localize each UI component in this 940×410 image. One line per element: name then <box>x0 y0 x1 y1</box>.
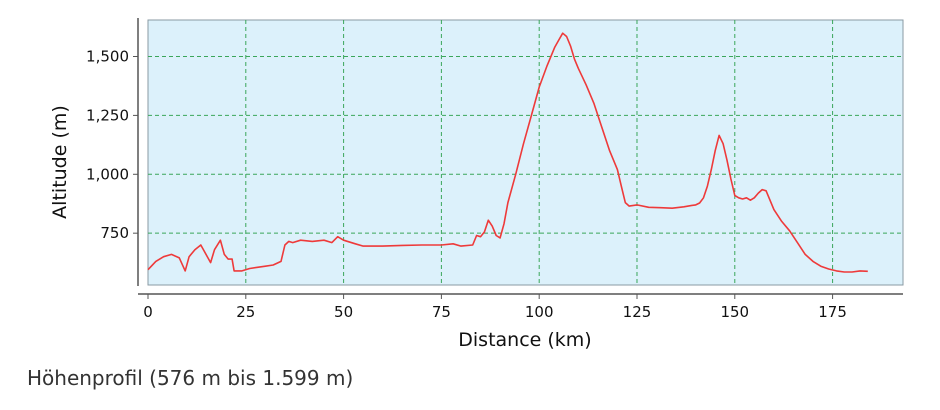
x-tick-label: 100 <box>525 303 554 321</box>
x-tick-label: 125 <box>623 303 652 321</box>
x-tick-label: 25 <box>236 303 255 321</box>
x-tick-label: 0 <box>143 303 153 321</box>
y-axis-title: Altitude (m) <box>49 105 71 219</box>
plot-area <box>147 19 904 286</box>
x-tick-label: 50 <box>334 303 353 321</box>
y-tick-label: 1,250 <box>86 106 129 124</box>
elevation-series-line <box>147 32 868 273</box>
elevation-caption: Höhenprofil (576 m bis 1.599 m) <box>27 366 354 390</box>
y-tick-label: 750 <box>100 224 129 242</box>
x-tick-label: 75 <box>432 303 451 321</box>
y-tick-label: 1,500 <box>86 48 129 66</box>
x-tick-label: 175 <box>818 303 847 321</box>
elevation-chart: 0 25 50 75 100 125 150 175 750 1,000 1,250 1,500 Di… <box>49 18 904 351</box>
x-tick-label: 150 <box>720 303 749 321</box>
x-axis-title: Distance (km) <box>458 329 591 351</box>
y-tick-label: 1,000 <box>86 165 129 183</box>
